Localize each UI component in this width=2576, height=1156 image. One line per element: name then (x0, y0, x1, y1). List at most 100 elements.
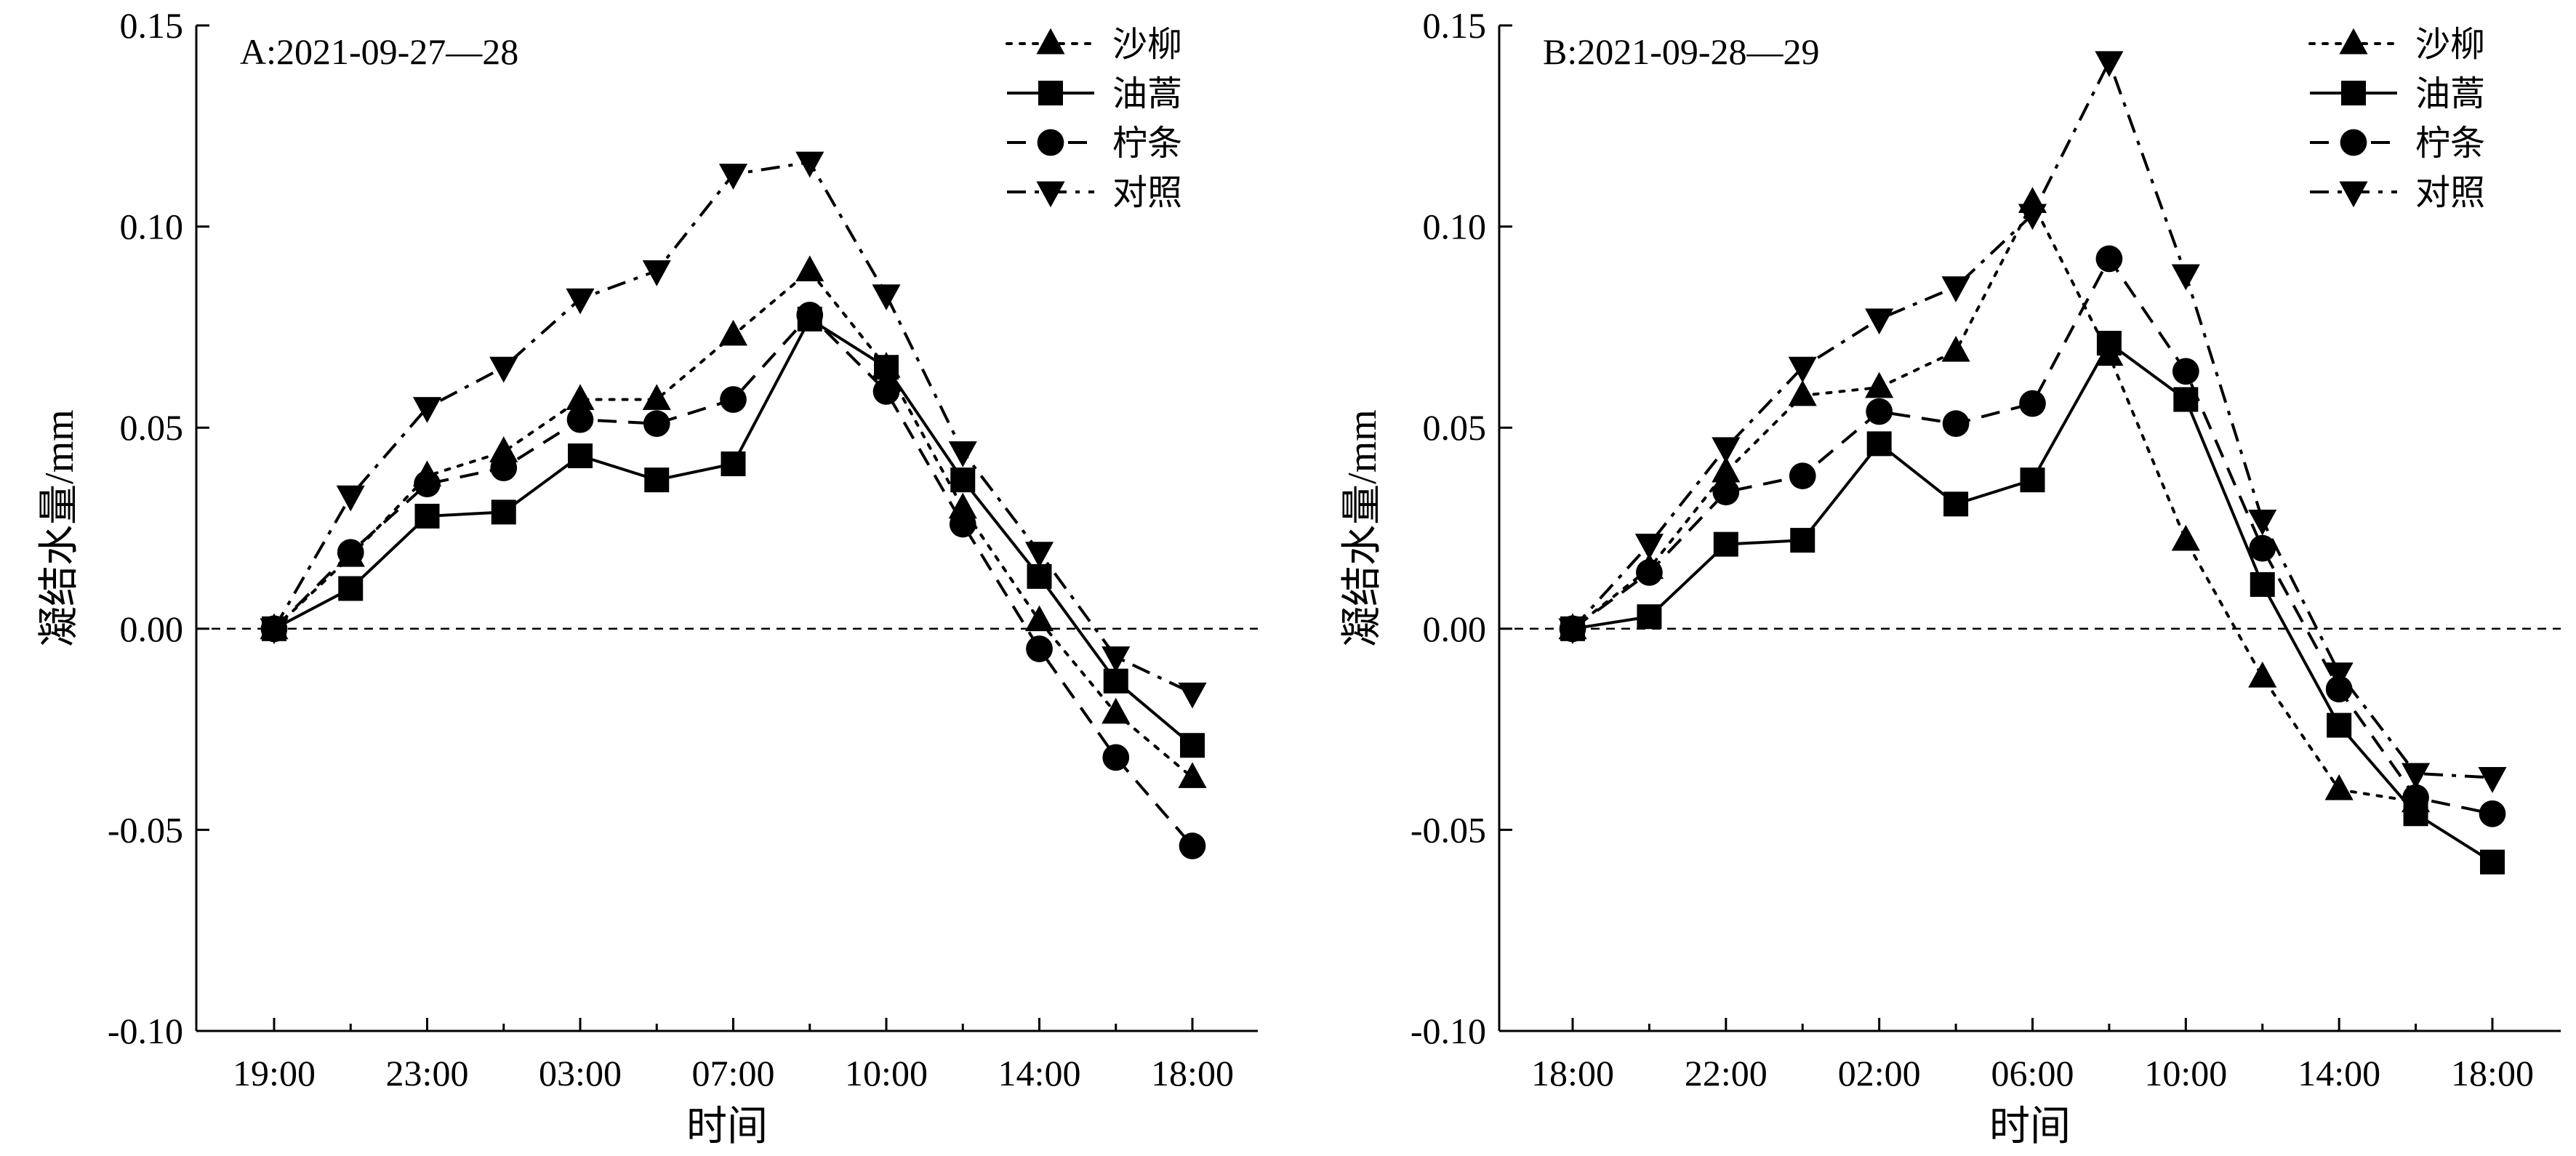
data-point (949, 510, 976, 538)
legend-label: 油蒿 (2415, 75, 2485, 113)
data-point (950, 467, 976, 493)
panel-label: A:2021-09-27—28 (240, 31, 518, 72)
legend-label: 沙柳 (2415, 25, 2485, 64)
data-point (1865, 372, 1894, 398)
data-point (2250, 571, 2275, 597)
x-tick-label: 03:00 (539, 1053, 622, 1093)
data-point (1102, 646, 1131, 673)
data-point (874, 355, 899, 380)
y-tick-label: -0.10 (1411, 1011, 1486, 1051)
data-point (1790, 528, 1815, 553)
data-point (260, 618, 289, 645)
data-point (2327, 713, 2352, 738)
data-point (2480, 849, 2505, 875)
y-tick-label: 0.00 (120, 609, 184, 649)
x-tick-label: 18:00 (1151, 1053, 1234, 1093)
x-axis-title: 时间 (1989, 1104, 2071, 1149)
legend-label: 对照 (1112, 174, 1182, 212)
legend-marker (2339, 28, 2368, 55)
x-tick-label: 18:00 (1531, 1053, 1614, 1093)
data-point (1180, 733, 1205, 758)
legend-marker (1038, 81, 1063, 105)
data-point (1102, 697, 1131, 724)
data-point (1713, 531, 1738, 557)
data-point (2171, 524, 2200, 551)
data-point (872, 378, 900, 405)
data-point (1788, 356, 1817, 383)
series-line (1571, 255, 2493, 816)
data-point (2018, 204, 2047, 230)
data-point (1026, 635, 1053, 662)
y-tick-label: -0.05 (108, 809, 183, 850)
data-point (1179, 832, 1206, 859)
y-tick-label: 0.05 (1423, 407, 1487, 448)
data-point (1634, 534, 1664, 560)
data-point (718, 164, 748, 190)
data-point (414, 503, 440, 529)
x-tick-label: 10:00 (845, 1053, 928, 1093)
data-point (490, 454, 518, 481)
data-point (1866, 431, 1892, 457)
data-point (1942, 410, 1970, 438)
y-tick-label: -0.10 (108, 1011, 183, 1051)
data-point (796, 301, 824, 329)
data-point (795, 151, 824, 178)
legend-marker (1037, 129, 1064, 156)
data-point (2020, 467, 2045, 493)
y-axis-title: 凝结水量/mm (37, 409, 82, 647)
data-point (338, 576, 364, 601)
x-tick-label: 07:00 (692, 1053, 775, 1093)
data-point (795, 255, 824, 281)
data-point (948, 441, 977, 467)
data-point (872, 284, 901, 310)
data-point (642, 384, 671, 410)
data-point (1712, 478, 1740, 506)
x-axis-title: 时间 (686, 1104, 768, 1149)
legend-marker (2339, 181, 2368, 208)
data-point (414, 470, 441, 498)
data-point (2249, 534, 2276, 562)
data-point (1103, 668, 1128, 694)
panel-label: B:2021-09-28—29 (1543, 31, 1820, 72)
data-point (412, 397, 442, 423)
data-point (566, 384, 595, 410)
data-point (1636, 558, 1663, 586)
data-point (2171, 264, 2200, 291)
data-point (1637, 604, 1662, 630)
x-tick-label: 02:00 (1838, 1053, 1921, 1093)
data-point (489, 436, 518, 462)
data-point (2325, 675, 2353, 703)
data-point (1102, 744, 1130, 771)
y-tick-label: 0.10 (1423, 206, 1487, 247)
legend-marker (2341, 81, 2366, 105)
series-line (1571, 57, 2493, 779)
data-point (2096, 331, 2122, 356)
data-point (1865, 308, 1894, 335)
x-tick-label: 22:00 (1685, 1053, 1768, 1093)
data-point (642, 260, 671, 286)
x-tick-label: 14:00 (2298, 1053, 2380, 1093)
data-point (2248, 661, 2277, 688)
legend-label: 柠条 (1112, 124, 1182, 163)
data-point (2402, 784, 2429, 811)
data-point (1558, 618, 1587, 645)
data-point (1024, 605, 1054, 632)
data-point (336, 485, 365, 512)
chart-panel-a: 0.15 0.10 0.05 0.00 -0.05 -0.10 19:00 23:00 03:0… (37, 5, 1258, 1149)
legend-marker (1036, 28, 1065, 55)
data-point (2402, 763, 2431, 790)
data-point (1789, 462, 1816, 489)
data-point (1941, 335, 1970, 362)
data-point (1178, 762, 1207, 788)
data-point (2248, 509, 2277, 536)
legend-marker (2340, 129, 2367, 156)
series-line (273, 268, 1194, 779)
legend-label: 柠条 (2415, 124, 2485, 163)
y-tick-label: 0.15 (1423, 5, 1487, 46)
x-tick-label: 23:00 (386, 1053, 469, 1093)
data-point (1027, 563, 1052, 589)
data-point (643, 410, 670, 438)
data-point (1866, 398, 1893, 425)
legend-marker (1036, 181, 1065, 208)
